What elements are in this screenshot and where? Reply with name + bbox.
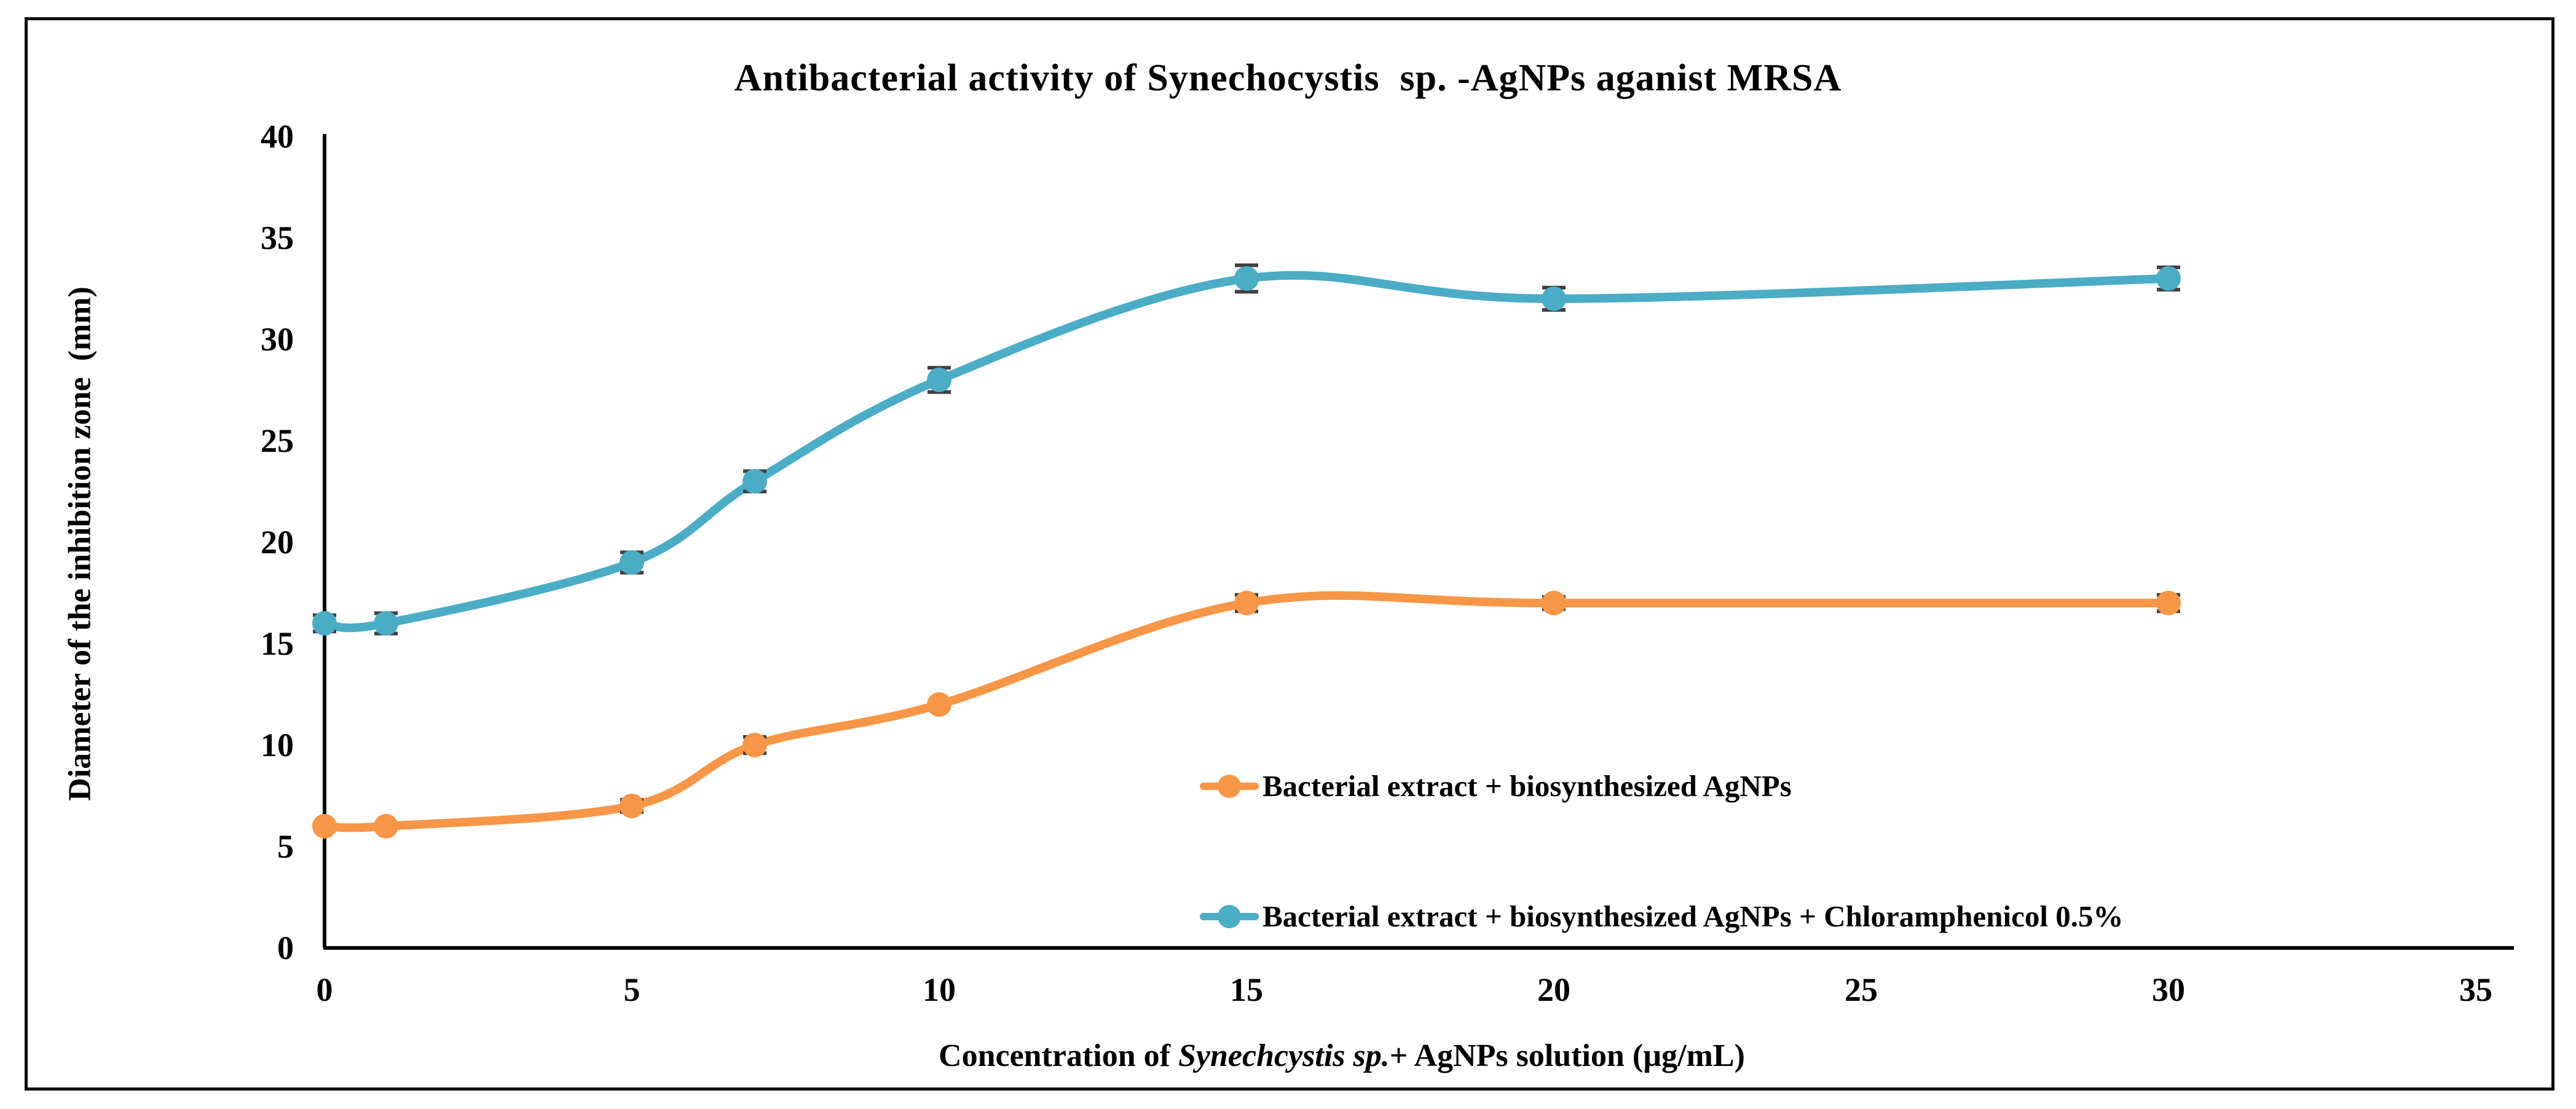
data-point	[1234, 591, 1259, 615]
y-tick-label-35: 35	[261, 219, 294, 256]
data-point	[927, 692, 951, 717]
data-point	[742, 733, 767, 757]
chart-title: Antibacterial activity of Synechocystis …	[734, 57, 1842, 99]
data-point	[927, 368, 951, 392]
data-point	[1542, 286, 1566, 311]
x-axis-title-species: Synechcystis sp.	[1178, 1038, 1390, 1073]
legend-dot	[1218, 774, 1241, 798]
x-tick-label-35: 35	[2459, 971, 2492, 1008]
x-axis-title: Concentration of Synechcystis sp.+ AgNPs…	[108, 1038, 2576, 1074]
data-point	[742, 469, 767, 494]
y-tick-label-20: 20	[261, 524, 294, 561]
series-line-1	[320, 270, 2173, 633]
y-tick-label-15: 15	[261, 625, 294, 662]
x-tick-label-25: 25	[1845, 971, 1878, 1008]
x-tick-label-5: 5	[623, 971, 640, 1008]
y-tick-label-10: 10	[261, 727, 294, 764]
x-tick-label-15: 15	[1230, 971, 1263, 1008]
x-tick-label-30: 30	[2152, 971, 2185, 1008]
y-tick-label-25: 25	[261, 422, 294, 459]
legend-marker-icon	[1200, 903, 1259, 930]
data-point	[312, 814, 337, 839]
y-tick-label-40: 40	[261, 118, 294, 155]
legend-marker-icon	[1200, 773, 1259, 800]
x-axis-title-prefix: Concentration of	[939, 1038, 1178, 1073]
x-axis-title-suffix: + AgNPs solution (µg/mL)	[1389, 1038, 1745, 1073]
y-tick-label-30: 30	[261, 321, 294, 358]
data-point	[620, 550, 644, 575]
data-point	[374, 814, 398, 839]
data-point	[312, 611, 337, 636]
y-tick-label-5: 5	[277, 828, 294, 865]
x-tick-label-10: 10	[923, 971, 956, 1008]
data-point	[374, 611, 398, 636]
legend-dot	[1218, 904, 1241, 928]
legend-item-0: Bacterial extract + biosynthesized AgNPs	[1200, 768, 1792, 803]
data-point	[2156, 266, 2181, 291]
data-point	[1234, 266, 1259, 291]
legend-label: Bacterial extract + biosynthesized AgNPs…	[1262, 899, 2124, 933]
series-line-0	[320, 591, 2173, 832]
legend-item-1: Bacterial extract + biosynthesized AgNPs…	[1200, 899, 2124, 934]
x-tick-label-0: 0	[316, 971, 333, 1008]
data-point	[1542, 591, 1566, 615]
figure-border	[25, 17, 2554, 1091]
y-tick-label-0: 0	[277, 929, 294, 966]
legend-label: Bacterial extract + biosynthesized AgNPs	[1262, 769, 1792, 803]
data-point	[620, 794, 644, 818]
x-tick-label-20: 20	[1537, 971, 1570, 1008]
data-point	[2156, 591, 2181, 615]
